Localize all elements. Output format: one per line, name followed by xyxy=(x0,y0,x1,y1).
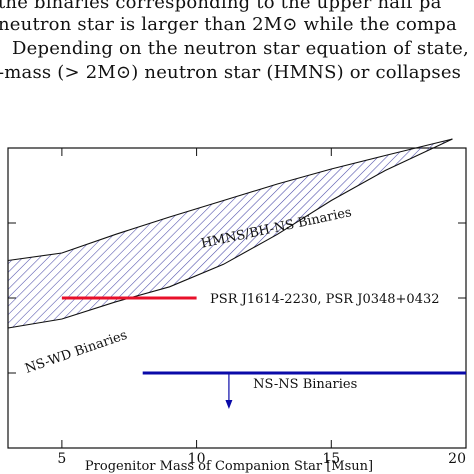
text-line-4: -mass (> 2M⊙) neutron star (HMNS) or col… xyxy=(0,62,462,83)
x-axis-label: Progenitor Mass of Companion Star [Msun] xyxy=(85,459,373,474)
text-line-1: the binaries corresponding to the upper … xyxy=(0,0,442,13)
upper-limit-arrow-head xyxy=(225,400,233,409)
x-tick-label: 10 xyxy=(188,451,206,467)
label-ns-ns: NS-NS Binaries xyxy=(253,377,357,392)
label-psr: PSR J1614-2230, PSR J0348+0432 xyxy=(210,292,439,307)
x-tick-label: 5 xyxy=(57,451,66,467)
text-line-2: neutron star is larger than 2M⊙ while th… xyxy=(0,14,457,35)
text-line-3: Depending on the neutron star equation o… xyxy=(12,38,469,59)
x-tick-label: 15 xyxy=(322,451,340,467)
label-ns-wd: NS-WD Binaries xyxy=(23,328,129,377)
hatched-binary-region xyxy=(7,138,453,329)
x-tick-label: 20 xyxy=(448,451,466,467)
